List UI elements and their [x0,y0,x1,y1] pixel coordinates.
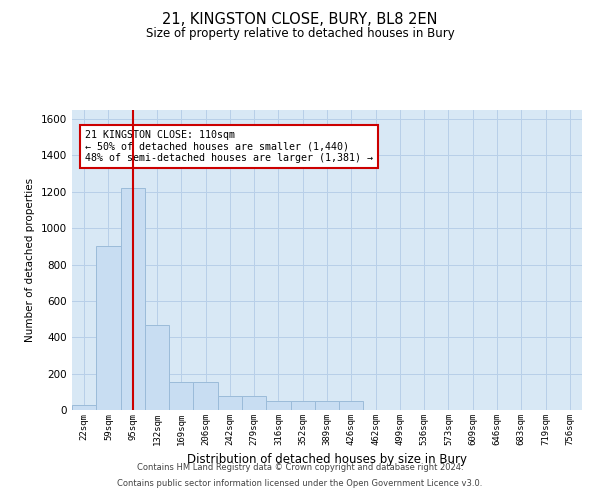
Text: 21 KINGSTON CLOSE: 110sqm
← 50% of detached houses are smaller (1,440)
48% of se: 21 KINGSTON CLOSE: 110sqm ← 50% of detac… [85,130,373,163]
Text: Contains HM Land Registry data © Crown copyright and database right 2024.: Contains HM Land Registry data © Crown c… [137,464,463,472]
Bar [242,396,266,410]
Bar [121,188,145,410]
Bar [96,246,121,410]
Bar [339,401,364,410]
Bar [218,396,242,410]
Bar [290,401,315,410]
X-axis label: Distribution of detached houses by size in Bury: Distribution of detached houses by size … [187,454,467,466]
Bar [266,401,290,410]
Bar [72,404,96,410]
Bar [169,382,193,410]
Text: Contains public sector information licensed under the Open Government Licence v3: Contains public sector information licen… [118,478,482,488]
Bar [145,324,169,410]
Bar [315,401,339,410]
Text: 21, KINGSTON CLOSE, BURY, BL8 2EN: 21, KINGSTON CLOSE, BURY, BL8 2EN [162,12,438,28]
Y-axis label: Number of detached properties: Number of detached properties [25,178,35,342]
Bar [193,382,218,410]
Text: Size of property relative to detached houses in Bury: Size of property relative to detached ho… [146,28,454,40]
